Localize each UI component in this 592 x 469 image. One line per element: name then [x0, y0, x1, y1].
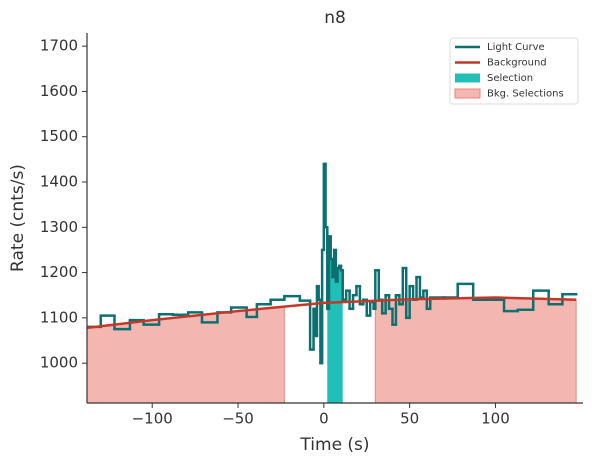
- y-tick-label: 1000: [40, 354, 78, 372]
- y-tick-label: 1100: [40, 308, 78, 326]
- legend-box: [449, 37, 579, 105]
- y-tick-label: 1400: [40, 172, 78, 190]
- background-line: [87, 296, 577, 330]
- x-tick-label: 50: [400, 410, 419, 428]
- y-tick-label: 1600: [40, 82, 78, 100]
- legend-label: Background: [487, 58, 547, 69]
- x-tick-label: −50: [222, 410, 254, 428]
- legend-label: Bkg. Selections: [487, 89, 564, 100]
- selection-area: [87, 306, 285, 403]
- chart-title: n8: [324, 8, 346, 28]
- y-tick-label: 1700: [40, 37, 78, 55]
- y-tick-label: 1300: [40, 218, 78, 236]
- x-tick-label: 100: [481, 410, 510, 428]
- legend-label: Selection: [487, 73, 533, 84]
- x-tick-label: 0: [319, 410, 329, 428]
- y-tick-label: 1500: [40, 127, 78, 145]
- y-axis-label: Rate (cnts/s): [8, 164, 28, 272]
- legend-label: Light Curve: [487, 42, 545, 53]
- x-axis-label: Time (s): [299, 435, 369, 455]
- y-tick-label: 1200: [40, 263, 78, 281]
- legend-swatch: [454, 88, 481, 99]
- plot: [87, 162, 578, 403]
- legend-swatch: [455, 73, 480, 83]
- selection-area: [327, 236, 343, 403]
- x-tick-label: −100: [132, 410, 173, 428]
